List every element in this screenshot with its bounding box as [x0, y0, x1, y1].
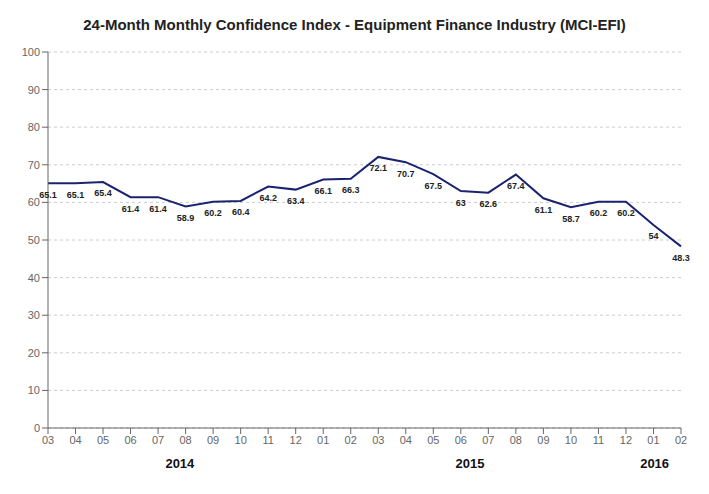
svg-text:10: 10: [28, 384, 40, 396]
svg-text:0: 0: [34, 422, 40, 434]
svg-text:10: 10: [235, 434, 247, 446]
svg-text:05: 05: [427, 434, 439, 446]
svg-text:70: 70: [28, 159, 40, 171]
svg-text:63: 63: [456, 198, 466, 208]
svg-text:65.1: 65.1: [39, 190, 57, 200]
svg-text:09: 09: [537, 434, 549, 446]
svg-text:20: 20: [28, 347, 40, 359]
svg-text:58.9: 58.9: [177, 213, 195, 223]
html-text:2015: 2015: [455, 456, 485, 471]
svg-text:65.1: 65.1: [67, 190, 85, 200]
svg-text:80: 80: [28, 121, 40, 133]
svg-text:48.3: 48.3: [672, 253, 690, 263]
svg-text:03: 03: [42, 434, 54, 446]
svg-text:90: 90: [28, 84, 40, 96]
svg-text:30: 30: [28, 309, 40, 321]
svg-text:04: 04: [400, 434, 412, 446]
html-text:24-Month Monthly Confidence In: 24-Month Monthly Confidence Index - Equi…: [83, 16, 626, 33]
svg-text:100: 100: [22, 46, 40, 58]
svg-text:09: 09: [207, 434, 219, 446]
svg-text:11: 11: [593, 434, 604, 446]
svg-text:65.4: 65.4: [94, 188, 112, 198]
svg-text:12: 12: [290, 434, 302, 446]
svg-text:07: 07: [482, 434, 494, 446]
html-text:2016: 2016: [640, 456, 670, 471]
svg-text:66.3: 66.3: [342, 185, 360, 195]
svg-text:70.7: 70.7: [397, 169, 415, 179]
svg-text:54: 54: [648, 231, 658, 241]
svg-text:60.2: 60.2: [204, 208, 222, 218]
svg-text:06: 06: [124, 434, 136, 446]
svg-text:01: 01: [317, 434, 329, 446]
svg-text:61.4: 61.4: [149, 204, 167, 214]
svg-text:04: 04: [69, 434, 81, 446]
svg-text:11: 11: [262, 434, 273, 446]
svg-text:10: 10: [565, 434, 577, 446]
html-text:2014: 2014: [165, 456, 195, 471]
svg-text:50: 50: [28, 234, 40, 246]
svg-text:58.7: 58.7: [562, 214, 580, 224]
svg-text:66.1: 66.1: [314, 186, 332, 196]
svg-text:02: 02: [675, 434, 687, 446]
svg-text:01: 01: [647, 434, 659, 446]
svg-text:60.2: 60.2: [590, 208, 608, 218]
svg-text:64.2: 64.2: [259, 193, 277, 203]
svg-text:40: 40: [28, 272, 40, 284]
svg-text:61.4: 61.4: [122, 204, 140, 214]
svg-text:07: 07: [152, 434, 164, 446]
svg-text:60.4: 60.4: [232, 207, 250, 217]
svg-text:61.1: 61.1: [535, 205, 553, 215]
svg-text:08: 08: [179, 434, 191, 446]
svg-text:08: 08: [510, 434, 522, 446]
svg-text:72.1: 72.1: [369, 163, 387, 173]
svg-text:67.4: 67.4: [507, 181, 525, 191]
svg-text:60: 60: [28, 196, 40, 208]
svg-text:62.6: 62.6: [480, 199, 498, 209]
svg-text:03: 03: [372, 434, 384, 446]
svg-text:60.2: 60.2: [617, 208, 635, 218]
svg-text:06: 06: [455, 434, 467, 446]
svg-text:02: 02: [345, 434, 357, 446]
svg-text:63.4: 63.4: [287, 196, 305, 206]
svg-text:05: 05: [97, 434, 109, 446]
svg-text:67.5: 67.5: [425, 181, 443, 191]
svg-text:12: 12: [620, 434, 632, 446]
